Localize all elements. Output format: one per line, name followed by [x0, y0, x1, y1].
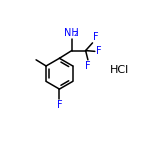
Text: NH: NH — [64, 28, 78, 38]
Text: F: F — [85, 61, 91, 71]
Text: 2: 2 — [73, 31, 77, 37]
Text: F: F — [93, 32, 99, 42]
Text: F: F — [96, 46, 102, 56]
Text: HCl: HCl — [110, 65, 130, 75]
Text: F: F — [57, 100, 62, 110]
